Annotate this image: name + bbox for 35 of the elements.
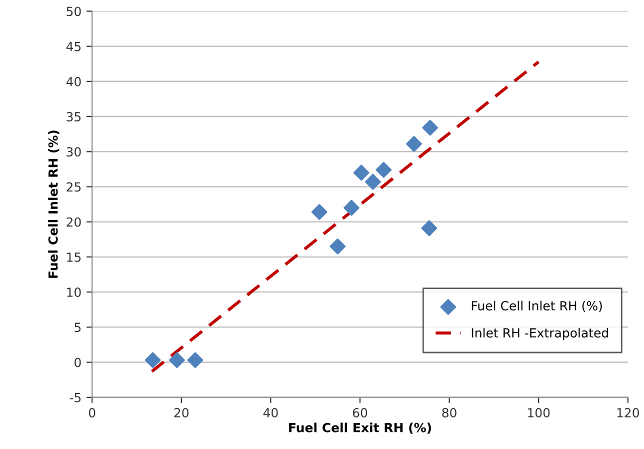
point <box>422 120 438 136</box>
y-tick-label: 0 <box>74 358 81 368</box>
legend-label: Inlet RH -Extrapolated <box>472 328 608 340</box>
y-tick-label: 5 <box>74 322 81 332</box>
point <box>144 352 161 368</box>
x-tick-label: 40 <box>263 408 278 418</box>
legend-label: Fuel Cell Inlet RH (%) <box>472 300 602 312</box>
point <box>406 136 422 152</box>
y-tick-label: 20 <box>66 217 81 227</box>
point <box>353 164 370 181</box>
point <box>344 200 360 216</box>
point <box>364 174 381 190</box>
y-tick-label: 50 <box>66 6 81 16</box>
y-tick-label: 40 <box>66 76 81 86</box>
y-tick-label: 10 <box>67 288 81 297</box>
point <box>330 238 346 254</box>
x-tick-label: 20 <box>174 408 189 418</box>
x-tick-label: 0 <box>88 408 96 418</box>
x-tick-label: 80 <box>442 408 456 418</box>
point <box>376 162 392 178</box>
point <box>421 220 438 236</box>
y-axis-title: Fuel Cell Inlet RH (%) <box>48 130 60 278</box>
y-tick-label: 15 <box>67 252 81 262</box>
x-tick-label: 60 <box>352 408 368 418</box>
point <box>168 352 185 368</box>
x-tick-label: 120 <box>617 408 639 418</box>
y-tick-label: -5 <box>70 393 81 402</box>
y-tick-label: 35 <box>66 112 81 122</box>
x-axis-title: Fuel Cell Exit RH (%) <box>289 422 431 434</box>
point <box>187 352 204 368</box>
point <box>311 204 328 220</box>
y-tick-label: 25 <box>66 182 81 192</box>
x-tick-label: 100 <box>528 408 550 418</box>
y-tick-label: 45 <box>66 42 81 52</box>
y-tick-label: 30 <box>66 147 81 157</box>
